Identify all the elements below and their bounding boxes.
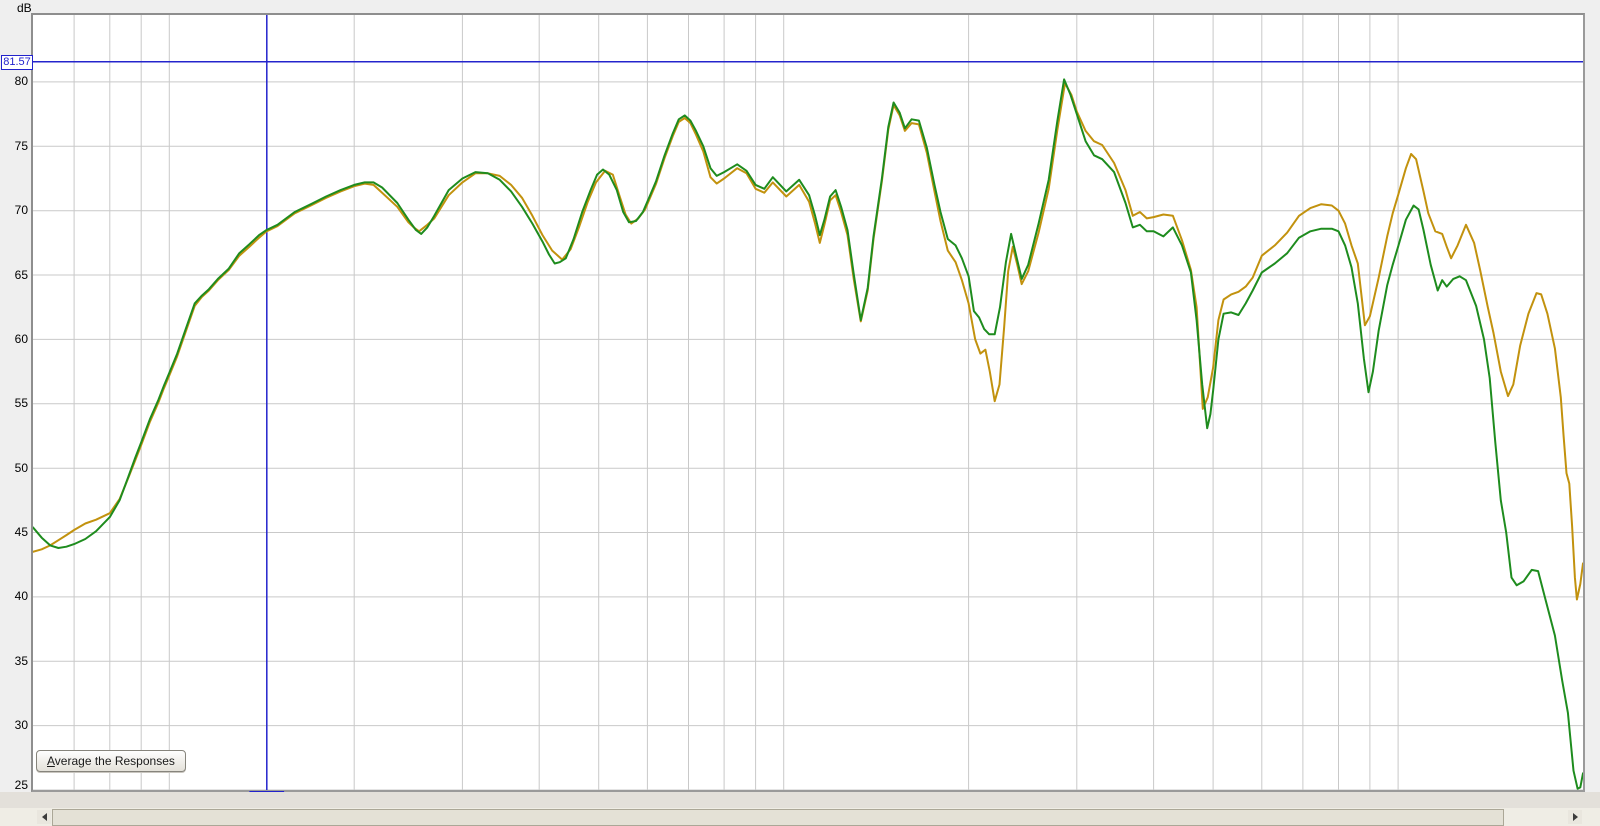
y-tick-label: 35 <box>14 653 28 668</box>
scrollbar-right-button[interactable] <box>1568 810 1582 824</box>
button-label: verage the Responses <box>54 754 175 768</box>
right-arrow-icon <box>1572 813 1578 821</box>
response-gold-curve <box>33 82 1583 601</box>
button-mnemonic: A <box>47 754 55 768</box>
x-axis-strip <box>0 792 1600 808</box>
y-tick-label: 80 <box>14 74 28 89</box>
response-green-curve <box>33 78 1583 790</box>
y-tick-label: 50 <box>14 460 28 475</box>
scrollbar-left-button[interactable] <box>37 810 51 824</box>
y-tick-label: 60 <box>14 331 28 346</box>
y-tick-label: 45 <box>14 525 28 540</box>
y-tick-label: 65 <box>14 267 28 282</box>
y-tick-label: 25 <box>14 778 28 792</box>
left-arrow-icon <box>41 813 47 821</box>
horizontal-scrollbar[interactable] <box>0 808 1600 826</box>
scrollbar-thumb[interactable] <box>52 809 1504 826</box>
cursor-db-readout: 81.57 <box>1 54 33 70</box>
plot-area[interactable] <box>31 13 1585 792</box>
y-tick-label: 30 <box>14 718 28 733</box>
y-tick-label: 40 <box>14 589 28 604</box>
y-axis-unit-label: dB <box>17 1 32 15</box>
frequency-response-chart <box>33 15 1583 790</box>
y-tick-label: 55 <box>14 396 28 411</box>
average-responses-button[interactable]: Average the Responses <box>36 750 186 772</box>
y-tick-label: 75 <box>14 138 28 153</box>
y-tick-label: 70 <box>14 203 28 218</box>
